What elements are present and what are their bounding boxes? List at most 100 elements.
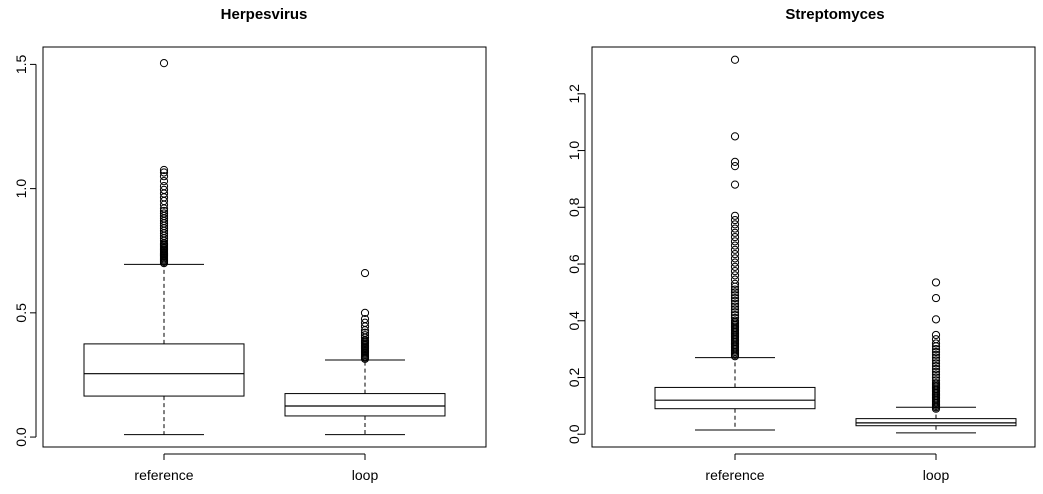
outlier-point	[730, 211, 740, 220]
outlier-point	[360, 318, 370, 327]
box-iqr	[284, 393, 446, 417]
outlier-point	[730, 245, 740, 254]
outlier-point	[931, 293, 941, 303]
outlier-point	[931, 330, 941, 340]
y-axis-streptomyces: 0.0 0.2 0.4 0.6 0.8 1.0 1.2	[566, 84, 586, 444]
outlier-point	[931, 364, 941, 374]
outlier-point	[730, 313, 740, 323]
outlier-point	[931, 367, 941, 376]
y-tick-label: 0.6	[566, 254, 582, 274]
x-axis-herpesvirus: reference loop	[134, 453, 379, 483]
outlier-point	[931, 376, 941, 385]
outlier-point	[159, 209, 169, 218]
outlier-point	[360, 308, 370, 317]
outlier-point	[730, 285, 740, 294]
outlier-point	[730, 162, 740, 171]
outlier-point	[730, 258, 740, 267]
outlier-point	[730, 157, 740, 166]
outlier-point	[360, 268, 370, 278]
y-tick-label: 0.0	[566, 424, 582, 444]
plot-frame-herpesvirus	[42, 46, 487, 448]
y-tick-label: 1.0	[566, 141, 582, 161]
x-tick-label: reference	[134, 467, 193, 483]
outlier-point	[931, 350, 941, 359]
boxes-streptomyces	[654, 55, 1017, 434]
outlier-point	[730, 293, 740, 303]
outlier-point	[730, 299, 740, 308]
y-tick-label: 0.0	[13, 427, 29, 447]
outlier-point	[159, 177, 169, 186]
outlier-point	[730, 215, 740, 225]
outlier-point	[159, 165, 169, 175]
outlier-point	[730, 232, 740, 242]
outlier-point	[360, 314, 370, 324]
outlier-point	[931, 370, 941, 379]
plot-frame-streptomyces	[591, 46, 1036, 448]
outlier-point	[730, 228, 740, 237]
outlier-point	[730, 305, 740, 314]
y-tick-label: 1.5	[13, 54, 29, 74]
y-tick-label: 0.5	[13, 303, 29, 323]
boxes-herpesvirus	[83, 59, 446, 436]
outlier-point	[730, 55, 740, 64]
outlier-point	[931, 362, 941, 371]
outlier-point	[730, 308, 740, 317]
x-axis-streptomyces: reference loop	[705, 453, 950, 483]
outlier-point	[159, 182, 169, 191]
y-axis-herpesvirus: 0.0 0.5 1.0 1.5	[13, 54, 37, 447]
outlier-point	[730, 241, 740, 250]
outlier-point	[159, 185, 169, 194]
outlier-point	[931, 339, 941, 348]
box-reference	[654, 55, 816, 431]
outlier-point	[730, 291, 740, 300]
outlier-point	[360, 328, 370, 337]
y-tick-label: 1.0	[13, 179, 29, 199]
y-tick-label: 0.8	[566, 197, 582, 217]
outlier-point	[360, 331, 370, 340]
outlier-point	[931, 335, 941, 344]
outlier-point	[730, 254, 740, 263]
panel-streptomyces: Streptomyces 0.0 0.2 0.4 0.6 0.8 1.0 1.2 refer…	[566, 6, 1036, 483]
outlier-point	[931, 359, 941, 368]
outlier-point	[730, 279, 740, 288]
outlier-point	[931, 345, 941, 354]
outlier-point	[159, 59, 169, 68]
outlier-point	[159, 206, 169, 216]
outlier-point	[931, 347, 941, 357]
outlier-point	[730, 316, 740, 325]
outlier-point	[931, 353, 941, 362]
outlier-point	[730, 267, 740, 276]
outlier-point	[730, 288, 740, 297]
outlier-point	[730, 271, 740, 280]
outlier-point	[931, 379, 941, 388]
outlier-point	[730, 237, 740, 246]
box-loop	[855, 278, 1017, 434]
outlier-point	[931, 315, 941, 324]
panel-title-streptomyces: Streptomyces	[785, 6, 884, 23]
y-tick-label: 0.2	[566, 368, 582, 388]
outlier-point	[730, 275, 740, 284]
outlier-point	[730, 262, 740, 271]
outlier-point	[931, 373, 941, 382]
outlier-point	[730, 310, 740, 320]
x-tick-label: loop	[352, 467, 379, 483]
box-reference	[83, 59, 245, 436]
outlier-point	[931, 278, 941, 287]
y-tick-label: 1.2	[566, 84, 582, 104]
outlier-point	[931, 356, 941, 365]
x-tick-label: loop	[923, 467, 950, 483]
panel-title-herpesvirus: Herpesvirus	[221, 6, 308, 23]
outlier-point	[730, 180, 740, 189]
box-iqr	[654, 386, 816, 410]
x-tick-label: reference	[705, 467, 764, 483]
panel-herpesvirus: Herpesvirus 0.0 0.5 1.0 1.5 reference loop	[13, 6, 487, 483]
outlier-point	[159, 168, 169, 177]
outlier-point	[730, 220, 740, 229]
outlier-point	[159, 172, 169, 181]
y-tick-label: 0.4	[566, 311, 582, 331]
outlier-point	[730, 296, 740, 306]
outlier-point	[730, 249, 740, 259]
box-iqr	[855, 418, 1017, 427]
